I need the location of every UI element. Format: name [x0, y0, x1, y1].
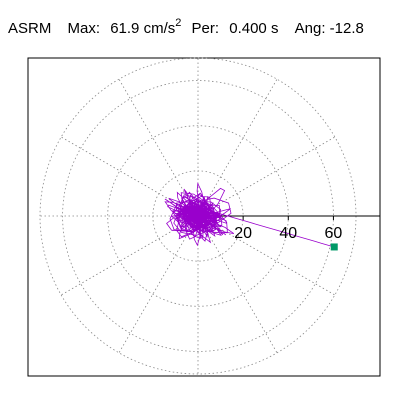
period-unit: s — [270, 20, 279, 37]
orbit-path — [164, 182, 335, 248]
peak-marker — [330, 243, 338, 251]
period-label: Per: — [191, 20, 220, 37]
radial-tick-label-60: 60 — [325, 225, 343, 242]
max-unit-exponent: 2 — [175, 17, 182, 29]
max-value: 61.9 — [110, 20, 140, 37]
grid-spoke-30 — [197, 136, 336, 217]
max-unit: cm/s — [143, 20, 176, 37]
max-label: Max: — [67, 20, 101, 37]
radial-tick-labels: 20 40 60 — [234, 225, 342, 242]
response-header: ASRM Max: 61.9 cm/s2 Per: 0.400 s Ang: -… — [8, 14, 364, 39]
radial-tick-label-20: 20 — [234, 225, 252, 242]
angle-value: -12.8 — [329, 20, 364, 37]
plot-frame — [27, 57, 381, 377]
record-name: ASRM — [8, 20, 52, 37]
grid-spoke-240 — [118, 215, 199, 354]
period-value: 0.400 — [229, 20, 267, 37]
angle-label: Ang: — [294, 20, 326, 37]
radial-tick-label-40: 40 — [279, 225, 297, 242]
orbit-trace — [164, 182, 335, 248]
end-marker-group — [330, 243, 338, 251]
grid-spoke-60 — [197, 78, 278, 217]
